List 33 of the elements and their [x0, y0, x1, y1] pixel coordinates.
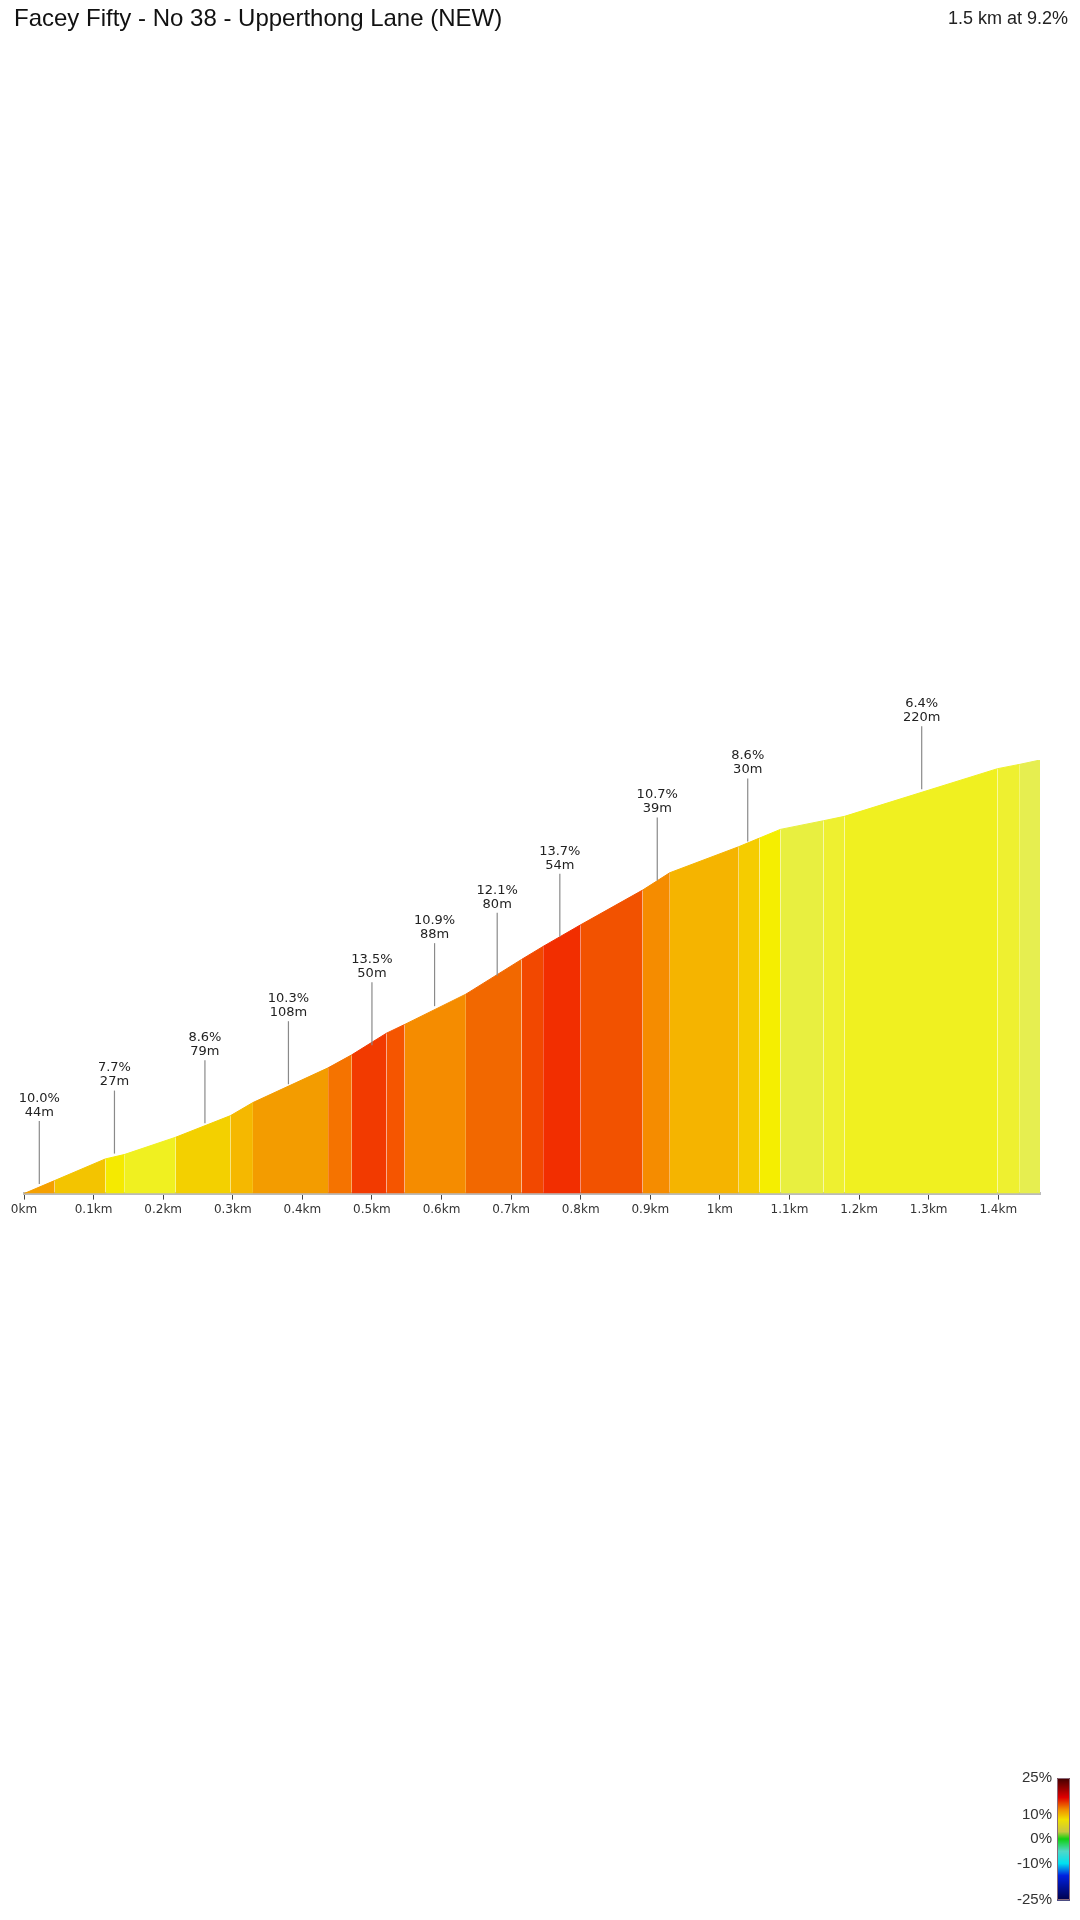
x-tick-label: 0.9km — [631, 1201, 670, 1216]
chart-subtitle: 1.5 km at 9.2% — [947, 8, 1068, 29]
annotation: 10.0% 44m — [18, 1089, 60, 1119]
x-tick-label: 0.7km — [492, 1201, 530, 1216]
annotation: 10.3% 108m — [267, 990, 310, 1020]
x-tick-label: 1.4km — [979, 1201, 1018, 1216]
x-tick-label: 1.2km — [840, 1201, 878, 1216]
annotation: 8.6% 30m — [731, 747, 765, 777]
x-tick-label: 1km — [706, 1201, 734, 1216]
x-tick-label: 1.1km — [770, 1201, 809, 1216]
x-tick-label: 0.3km — [213, 1201, 252, 1216]
chart-title: Facey Fifty - No 38 - Upperthong Lane (NEW) — [14, 4, 503, 32]
x-tick-label: 0.5km — [353, 1201, 391, 1216]
annotation: 10.7% 39m — [636, 786, 678, 816]
x-tick-label: 0.1km — [74, 1201, 113, 1216]
x-tick-label: 0.4km — [283, 1201, 322, 1216]
color-bar-label: 0% — [1030, 1829, 1052, 1847]
color-bar-label: -25% — [1016, 1890, 1052, 1908]
annotation: 10.9% 88m — [413, 912, 456, 942]
annotation: 12.1% 80m — [476, 881, 518, 911]
color-bar-label: -10% — [1016, 1853, 1052, 1871]
x-tick-label: 0km — [10, 1201, 38, 1216]
x-tick-label: 0.6km — [422, 1201, 461, 1216]
color-bar-label: 25% — [1021, 1768, 1052, 1786]
x-tick-label: 0.8km — [561, 1201, 600, 1216]
annotation: 13.5% 50m — [351, 951, 393, 981]
annotation: 7.7% 27m — [97, 1059, 131, 1089]
annotation: 6.4% 220m — [902, 695, 941, 725]
color-bar-label: 10% — [1021, 1804, 1052, 1822]
annotation: 8.6% 79m — [188, 1029, 222, 1059]
x-tick-label: 1.3km — [909, 1201, 948, 1216]
x-tick-label: 0.2km — [144, 1201, 183, 1216]
annotation: 13.7% 54m — [539, 842, 581, 872]
